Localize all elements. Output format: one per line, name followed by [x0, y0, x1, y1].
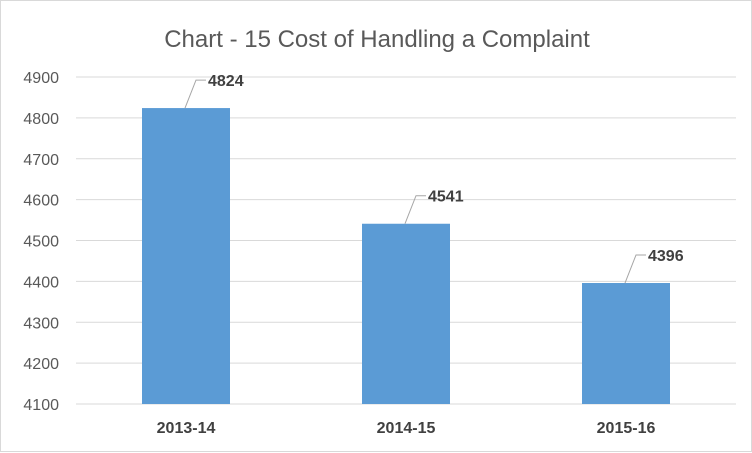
bar-2013-14: [142, 108, 230, 404]
bar-2015-16: [582, 283, 670, 404]
y-tick-label: 4900: [23, 70, 59, 87]
data-label: 4824: [208, 73, 244, 90]
y-axis-ticks: 4100 4200 4300 4400 4500 4600 4700 4800 4900: [23, 70, 59, 414]
data-label-leader: [404, 195, 426, 224]
y-tick-label: 4500: [23, 234, 59, 251]
x-category-label: 2014-15: [377, 420, 436, 437]
data-label-leaders: [184, 79, 646, 284]
bars: [142, 108, 670, 404]
y-tick-label: 4700: [23, 152, 59, 169]
data-labels: 4824 4541 4396: [208, 73, 684, 265]
x-category-label: 2013-14: [157, 420, 216, 437]
chart-title: Chart - 15 Cost of Handling a Complaint: [164, 26, 590, 53]
y-tick-label: 4400: [23, 274, 59, 291]
bar-2014-15: [362, 223, 450, 404]
y-tick-label: 4300: [23, 315, 59, 332]
y-tick-label: 4200: [23, 356, 59, 373]
data-label-leader: [624, 254, 646, 284]
y-tick-label: 4100: [23, 397, 59, 414]
data-label-leader: [184, 79, 206, 109]
x-category-label: 2015-16: [597, 420, 656, 437]
data-label: 4396: [648, 248, 684, 265]
x-axis-categories: 2013-14 2014-15 2015-16: [157, 420, 656, 437]
y-tick-label: 4600: [23, 193, 59, 210]
data-label: 4541: [428, 189, 464, 206]
y-tick-label: 4800: [23, 111, 59, 128]
